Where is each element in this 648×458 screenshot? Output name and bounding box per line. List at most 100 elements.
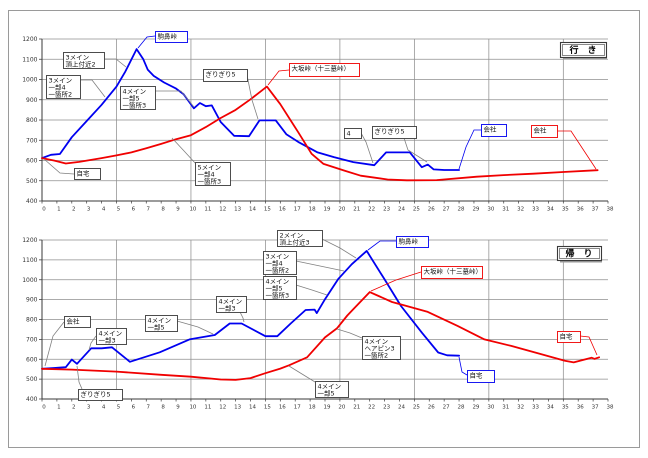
- y-axis-label: 600: [26, 356, 38, 363]
- annotation-leader: [295, 260, 345, 272]
- annotation-text: 4メイン: [318, 383, 342, 391]
- x-axis-label: 27: [443, 405, 450, 411]
- x-axis-label: 6: [132, 207, 136, 213]
- x-axis-label: 20: [338, 207, 345, 213]
- x-axis-label: 35: [562, 207, 569, 213]
- annotation-text: 一部5: [123, 94, 140, 103]
- x-axis-label: 36: [577, 405, 584, 411]
- annotation-box: [120, 86, 156, 110]
- x-axis-label: 10: [189, 405, 196, 411]
- annotation-leader: [176, 320, 214, 335]
- annotation-leader: [246, 74, 259, 120]
- y-axis-label: 1100: [22, 56, 37, 63]
- title-text: 帰 り: [565, 248, 592, 260]
- annotation-text: 4メイン: [123, 88, 147, 96]
- x-axis-label: 30: [487, 207, 494, 213]
- x-axis-label: 1: [57, 405, 61, 411]
- annotation-leader: [44, 321, 65, 367]
- annotation-box: [216, 296, 247, 313]
- series-red-route: [41, 85, 599, 182]
- annotation-text: 4メイン: [219, 298, 243, 306]
- x-axis-label: 25: [413, 405, 420, 411]
- annotation-text: 駒鼻峠: [158, 32, 178, 41]
- chart-title-outbound: 行 き: [559, 41, 608, 60]
- x-axis-label: 14: [249, 405, 256, 411]
- annotation-box: [195, 162, 231, 186]
- annotation-leader: [155, 90, 195, 108]
- annotation-leader: [321, 238, 357, 259]
- x-axis-label: 15: [264, 405, 271, 411]
- annotation-text: 3メイン: [266, 253, 290, 261]
- y-axis-label: 700: [26, 336, 38, 343]
- x-axis-label: 31: [502, 405, 509, 411]
- y-axis-label: 900: [26, 297, 38, 304]
- x-axis-label: 14: [249, 207, 256, 213]
- annotation-会社: 会社: [44, 316, 91, 367]
- x-axis-label: 12: [219, 207, 226, 213]
- annotation-leader: [579, 335, 598, 356]
- annotation-text: 一部3: [99, 336, 116, 345]
- y-axis-label: 1200: [22, 237, 37, 244]
- x-axis-label: 34: [547, 405, 554, 411]
- x-axis-label: 37: [592, 207, 599, 213]
- annotation-leader: [137, 35, 156, 49]
- x-axis-label: 27: [443, 207, 450, 213]
- annotation-box: [155, 31, 188, 43]
- x-axis-label: 29: [472, 207, 479, 213]
- annotation-leader: [458, 129, 481, 170]
- annotation-text: 自宅: [77, 169, 91, 178]
- x-axis-label: 38: [607, 207, 614, 213]
- annotation-box: [362, 336, 401, 360]
- x-axis-label: 32: [517, 405, 524, 411]
- x-axis-label: 28: [458, 207, 465, 213]
- annotation-box: [372, 126, 417, 139]
- annotation-text: 一箇所3: [123, 101, 147, 110]
- x-axis-label: 31: [502, 207, 509, 213]
- y-axis-label: 1000: [22, 77, 37, 84]
- x-axis-label: 16: [279, 405, 286, 411]
- annotation-leader: [43, 158, 75, 175]
- annotation-text: 3メイン: [66, 54, 90, 62]
- title-outer-border: [559, 41, 608, 59]
- annotation-leader: [367, 240, 396, 251]
- annotation-box: [145, 315, 178, 332]
- annotation-text: 4: [347, 130, 351, 138]
- x-axis-label: 15: [264, 207, 271, 213]
- annotation-text: 自宅: [560, 332, 574, 341]
- annotation-box: [64, 316, 91, 328]
- x-axis-label: 33: [532, 405, 539, 411]
- y-axis-label: 800: [26, 317, 38, 324]
- y-axis-label: 900: [26, 97, 38, 104]
- annotation-leader: [288, 365, 316, 383]
- x-axis-label: 33: [532, 207, 539, 213]
- annotation-box: [396, 236, 429, 248]
- annotation-text: 一部5: [318, 389, 335, 398]
- y-axis-label: 600: [26, 158, 38, 165]
- annotation-text: 一部3: [219, 304, 236, 313]
- annotation-leader: [171, 137, 197, 165]
- annotation-box: [277, 230, 323, 247]
- annotation-box: [263, 251, 297, 275]
- x-axis-label: 11: [204, 405, 211, 411]
- annotation-box: [421, 266, 483, 279]
- annotation-大坂峠（十三墓峠）: 大坂峠（十三墓峠）: [370, 266, 483, 292]
- y-axis-label: 1200: [22, 36, 37, 43]
- annotation-ぎりぎり5: ぎりぎり5: [76, 365, 123, 401]
- annotation-text: 一部5: [266, 284, 283, 293]
- x-axis-label: 2: [72, 405, 76, 411]
- annotation-leader: [88, 335, 97, 351]
- annotation-leader: [76, 365, 83, 390]
- annotation-box: [203, 69, 248, 82]
- annotation-text: 一箇所3: [266, 291, 290, 300]
- x-axis-label: 35: [562, 405, 569, 411]
- annotation-会社: 会社: [531, 125, 597, 170]
- x-axis-label: 17: [294, 207, 301, 213]
- x-axis-label: 21: [353, 207, 360, 213]
- annotation-駒鼻峠: 駒鼻峠: [137, 31, 188, 49]
- annotation-leader: [360, 132, 374, 164]
- annotation-text: 会社: [534, 126, 548, 135]
- x-axis-label: 16: [279, 207, 286, 213]
